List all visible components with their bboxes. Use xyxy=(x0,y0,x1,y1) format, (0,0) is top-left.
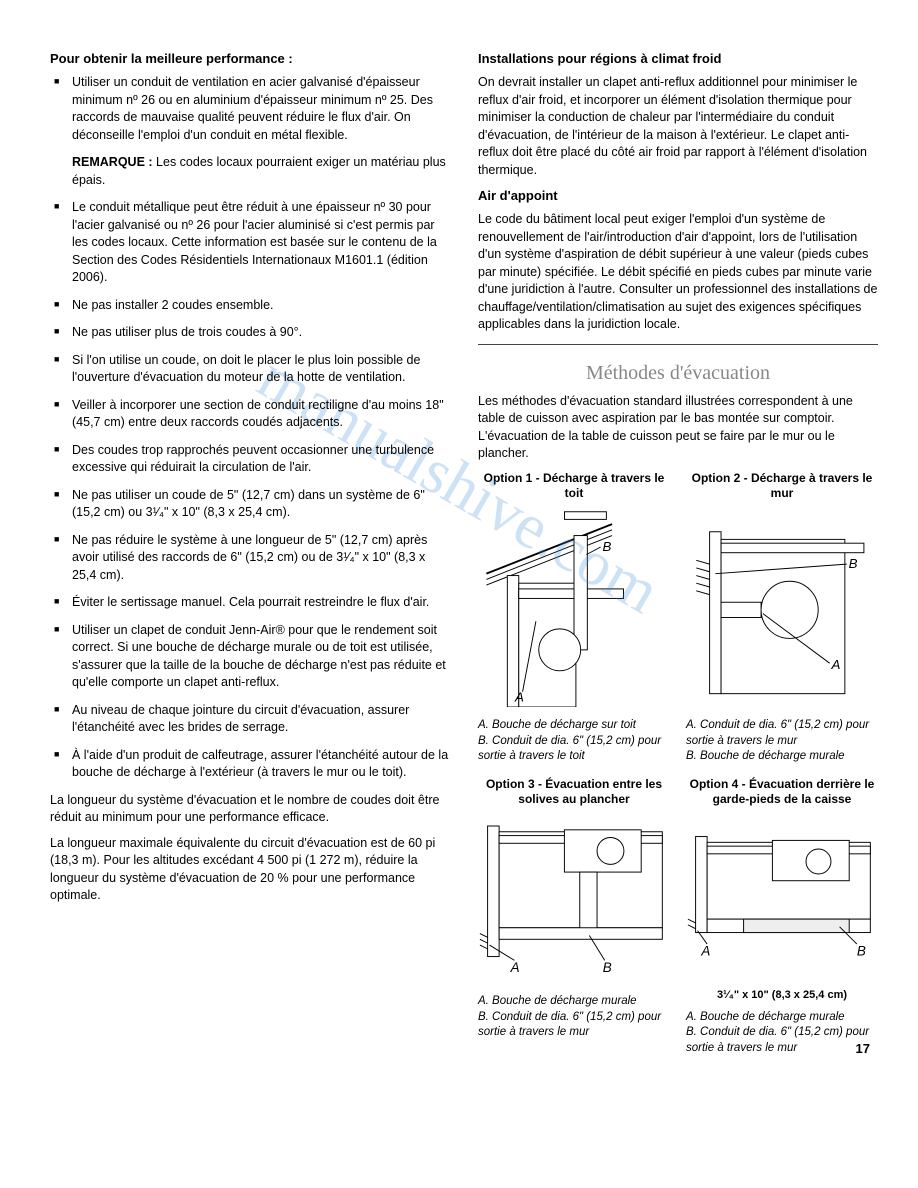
cold-text: On devrait installer un clapet anti-refl… xyxy=(478,74,878,179)
remarque-label: REMARQUE : xyxy=(72,155,153,169)
option-title: Option 1 - Décharge à travers le toit xyxy=(478,471,670,501)
bullet-list-1: Utiliser un conduit de ventilation en ac… xyxy=(50,74,450,144)
list-item: Si l'on utilise un coude, on doit le pla… xyxy=(50,352,450,387)
list-item: Utiliser un conduit de ventilation en ac… xyxy=(50,74,450,144)
svg-text:B: B xyxy=(857,944,866,959)
content-columns: Pour obtenir la meilleure performance : … xyxy=(50,50,878,1056)
caption-b: B. Conduit de dia. 6" (15,2 cm) pour sor… xyxy=(478,1010,670,1041)
cold-title: Installations pour régions à climat froi… xyxy=(478,50,878,68)
methods-intro: Les méthodes d'évacuation standard illus… xyxy=(478,393,878,463)
remarque: REMARQUE : Les codes locaux pourraient e… xyxy=(72,154,450,189)
svg-text:B: B xyxy=(603,539,612,554)
list-item: Veiller à incorporer une section de cond… xyxy=(50,397,450,432)
caption: A. Bouche de décharge sur toit B. Condui… xyxy=(478,718,670,765)
list-item: Ne pas utiliser un coude de 5" (12,7 cm)… xyxy=(50,487,450,522)
caption-b: B. Conduit de dia. 6" (15,2 cm) pour sor… xyxy=(686,1025,878,1056)
option-2: Option 2 - Décharge à travers le mur xyxy=(686,471,878,765)
perf-title: Pour obtenir la meilleure performance : xyxy=(50,50,450,68)
option-1: Option 1 - Décharge à travers le toit xyxy=(478,471,670,765)
caption: A. Bouche de décharge murale B. Conduit … xyxy=(478,994,670,1041)
list-item: Utiliser un clapet de conduit Jenn-Air® … xyxy=(50,622,450,692)
diagram-floor: A B xyxy=(478,813,670,983)
caption-b: B. Bouche de décharge murale xyxy=(686,749,878,765)
left-column: Pour obtenir la meilleure performance : … xyxy=(50,50,450,1056)
svg-text:A: A xyxy=(510,960,520,975)
methods-title: Méthodes d'évacuation xyxy=(478,359,878,387)
caption-b: B. Conduit de dia. 6" (15,2 cm) pour sor… xyxy=(478,734,670,765)
caption: A. Bouche de décharge murale B. Conduit … xyxy=(686,1010,878,1057)
option-title: Option 2 - Décharge à travers le mur xyxy=(686,471,878,501)
list-item: À l'aide d'un produit de calfeutrage, as… xyxy=(50,747,450,782)
bullet-list-2: Le conduit métallique peut être réduit à… xyxy=(50,199,450,782)
page-number: 17 xyxy=(856,1040,870,1058)
svg-text:A: A xyxy=(831,657,841,672)
option-4: Option 4 - Évacuation derrière le garde-… xyxy=(686,777,878,1056)
svg-text:B: B xyxy=(849,556,858,571)
option-title: Option 3 - Évacuation entre les solives … xyxy=(478,777,670,807)
air-text: Le code du bâtiment local peut exiger l'… xyxy=(478,211,878,334)
list-item: Des coudes trop rapprochés peuvent occas… xyxy=(50,442,450,477)
option-3: Option 3 - Évacuation entre les solives … xyxy=(478,777,670,1056)
body-para: La longueur maximale équivalente du circ… xyxy=(50,835,450,905)
list-item: Ne pas installer 2 coudes ensemble. xyxy=(50,297,450,315)
caption-a: A. Bouche de décharge murale xyxy=(478,994,670,1010)
list-item: Ne pas utiliser plus de trois coudes à 9… xyxy=(50,324,450,342)
diagram-wall: B A xyxy=(686,507,878,707)
list-item: Le conduit métallique peut être réduit à… xyxy=(50,199,450,287)
list-item: Ne pas réduire le système à une longueur… xyxy=(50,532,450,585)
dimension-label: 3¹⁄₄" x 10" (8,3 x 25,4 cm) xyxy=(686,988,878,1003)
options-grid: Option 1 - Décharge à travers le toit xyxy=(478,471,878,1056)
caption-a: A. Bouche de décharge sur toit xyxy=(478,718,670,734)
caption: A. Conduit de dia. 6" (15,2 cm) pour sor… xyxy=(686,718,878,765)
diagram-roof: B A xyxy=(478,507,670,707)
option-title: Option 4 - Évacuation derrière le garde-… xyxy=(686,777,878,807)
caption-a: A. Conduit de dia. 6" (15,2 cm) pour sor… xyxy=(686,718,878,749)
diagram-toekick: A B xyxy=(686,813,878,983)
list-item: Éviter le sertissage manuel. Cela pourra… xyxy=(50,594,450,612)
divider xyxy=(478,344,878,345)
svg-text:B: B xyxy=(603,960,612,975)
svg-text:A: A xyxy=(700,944,710,959)
list-item: Au niveau de chaque jointure du circuit … xyxy=(50,702,450,737)
caption-a: A. Bouche de décharge murale xyxy=(686,1010,878,1026)
right-column: Installations pour régions à climat froi… xyxy=(478,50,878,1056)
air-title: Air d'appoint xyxy=(478,187,878,205)
body-para: La longueur du système d'évacuation et l… xyxy=(50,792,450,827)
